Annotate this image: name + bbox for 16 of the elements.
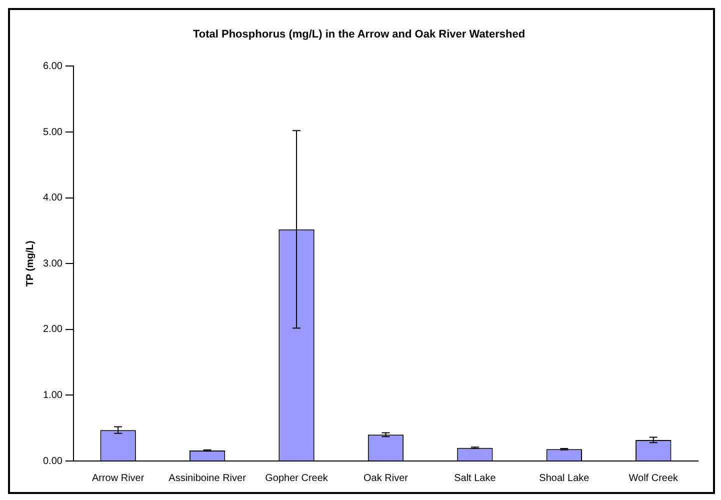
y-tick-label: 6.00 (42, 60, 63, 72)
x-tick-label: Assiniboine River (168, 472, 247, 484)
x-tick-label: Oak River (364, 472, 409, 484)
y-tick-label: 3.00 (42, 258, 63, 270)
y-tick-label: 5.00 (42, 126, 63, 138)
y-axis-title: TP (mg/L) (24, 240, 36, 287)
x-tick-label: Gopher Creek (265, 472, 329, 484)
y-tick-label: 4.00 (42, 192, 63, 204)
x-tick-label: Salt Lake (454, 472, 496, 484)
y-tick-label: 0.00 (42, 456, 63, 467)
y-tick-label: 2.00 (42, 324, 63, 336)
y-tick-label: 1.00 (42, 390, 63, 401)
x-tick-label: Arrow River (92, 472, 145, 484)
chart-title: Total Phosphorus (mg/L) in the Arrow and Oak River Watershed (192, 28, 526, 41)
x-tick-label: Shoal Lake (539, 472, 590, 484)
x-tick-label: Wolf Creek (628, 472, 680, 484)
